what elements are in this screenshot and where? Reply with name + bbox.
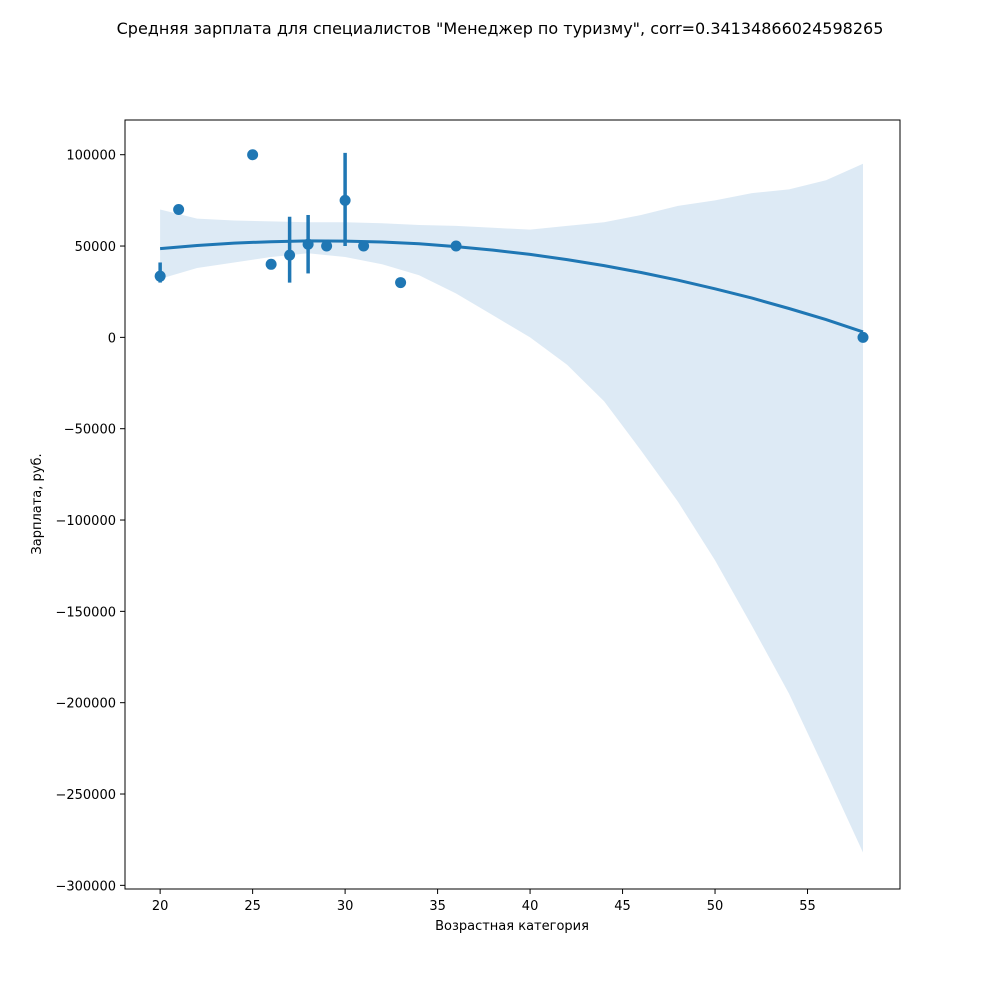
x-tick-label: 50 xyxy=(707,899,724,914)
data-point xyxy=(173,204,185,216)
y-tick-label: −100000 xyxy=(55,514,116,529)
data-point xyxy=(302,238,314,250)
y-tick-label: −300000 xyxy=(55,879,116,894)
y-tick-label: 0 xyxy=(108,331,116,346)
data-point xyxy=(265,258,277,270)
confidence-band xyxy=(160,163,864,853)
x-axis-label: Возрастная категория xyxy=(435,919,589,934)
y-tick-label: −250000 xyxy=(55,788,116,803)
data-point xyxy=(321,240,333,252)
chart-title: Средняя зарплата для специалистов "Менед… xyxy=(117,19,884,38)
data-point xyxy=(247,149,259,161)
y-axis: 100000 50000 0 −50000 −100000 −150000 −200000 −… xyxy=(55,149,125,894)
y-tick-label: −200000 xyxy=(55,697,116,712)
x-tick-label: 25 xyxy=(244,899,261,914)
axes-frame xyxy=(124,119,901,890)
regression-line xyxy=(159,239,864,334)
y-tick-label: −150000 xyxy=(55,605,116,620)
x-tick-label: 55 xyxy=(799,899,816,914)
y-tick-label: 100000 xyxy=(66,149,116,164)
y-tick-label: 50000 xyxy=(75,240,116,255)
x-tick-label: 30 xyxy=(337,899,354,914)
data-point xyxy=(284,249,296,261)
plot-area xyxy=(154,149,869,853)
x-axis: 20 25 30 35 40 45 50 55 xyxy=(152,889,816,914)
y-axis-label: Зарплата, руб. xyxy=(30,453,45,554)
x-tick-label: 35 xyxy=(429,899,446,914)
x-tick-label: 40 xyxy=(522,899,539,914)
x-tick-label: 45 xyxy=(614,899,631,914)
x-tick-label: 20 xyxy=(152,899,169,914)
data-point xyxy=(339,194,351,206)
data-point xyxy=(154,270,166,282)
data-point xyxy=(395,277,407,289)
data-point xyxy=(450,240,462,252)
data-point xyxy=(857,331,869,343)
y-tick-label: −50000 xyxy=(64,423,116,438)
data-point xyxy=(358,240,370,252)
